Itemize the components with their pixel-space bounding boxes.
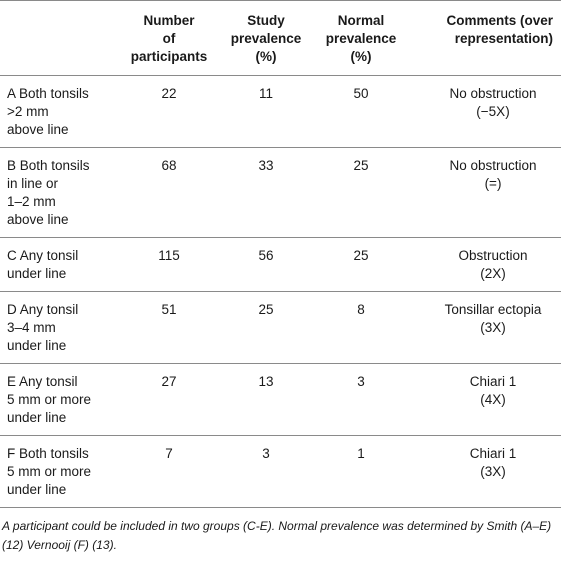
cell-comment: No obstruction (=) — [410, 148, 561, 238]
cell-comment: Chiari 1 (3X) — [410, 436, 561, 508]
comment-text: Tonsillar ectopia (3X) — [444, 302, 542, 335]
table-footnote: A participant could be included in two g… — [2, 519, 552, 552]
cell-study-prevalence: 56 — [258, 248, 274, 263]
table-row: C Any tonsil under line 115 56 25 Obstru… — [0, 238, 561, 292]
cell-group: C Any tonsil under line — [7, 248, 79, 281]
cell-study-prevalence: 3 — [262, 446, 270, 461]
cell-study-prevalence: 25 — [258, 302, 274, 317]
header-comments: Comments (over representation) — [446, 13, 553, 46]
cell-participants: 7 — [165, 446, 173, 461]
cell-comment: Chiari 1 (4X) — [410, 364, 561, 436]
cell-normal-prevalence: 25 — [353, 158, 369, 173]
comment-text: Chiari 1 (4X) — [469, 374, 517, 407]
cell-study-prevalence: 11 — [258, 86, 273, 101]
header-study-prevalence: Study prevalence (%) — [230, 13, 302, 64]
header-normal-prevalence: Normal prevalence (%) — [325, 13, 397, 64]
cell-comment: Obstruction (2X) — [410, 238, 561, 292]
cell-group: D Any tonsil 3–4 mm under line — [7, 302, 79, 353]
cell-comment: Tonsillar ectopia (3X) — [410, 292, 561, 364]
cell-study-prevalence: 13 — [258, 374, 274, 389]
table-row: E Any tonsil 5 mm or more under line 27 … — [0, 364, 561, 436]
cell-study-prevalence: 33 — [258, 158, 274, 173]
cell-participants: 68 — [161, 158, 177, 173]
cell-normal-prevalence: 8 — [357, 302, 365, 317]
header-participants: Number of participants — [130, 13, 208, 64]
cell-participants: 51 — [161, 302, 177, 317]
cell-participants: 22 — [161, 86, 177, 101]
cell-participants: 115 — [158, 248, 180, 263]
comment-text: No obstruction (−5X) — [449, 86, 537, 119]
table-row: B Both tonsils in line or 1–2 mm above l… — [0, 148, 561, 238]
comment-text: No obstruction (=) — [449, 158, 537, 191]
table-row: F Both tonsils 5 mm or more under line 7… — [0, 436, 561, 508]
comment-text: Chiari 1 (3X) — [469, 446, 517, 479]
cell-normal-prevalence: 1 — [357, 446, 365, 461]
cell-normal-prevalence: 3 — [357, 374, 365, 389]
cell-group: A Both tonsils >2 mm above line — [7, 86, 89, 137]
cell-group: E Any tonsil 5 mm or more under line — [7, 374, 92, 425]
cell-group: F Both tonsils 5 mm or more under line — [7, 446, 92, 497]
table-row: D Any tonsil 3–4 mm under line 51 25 8 T… — [0, 292, 561, 364]
cell-normal-prevalence: 50 — [353, 86, 369, 101]
header-group — [0, 1, 118, 76]
cell-group: B Both tonsils in line or 1–2 mm above l… — [7, 158, 90, 227]
prevalence-table: Number of participants Study prevalence … — [0, 0, 561, 508]
table-row: A Both tonsils >2 mm above line 22 11 50… — [0, 76, 561, 148]
cell-normal-prevalence: 25 — [353, 248, 369, 263]
table-header-row: Number of participants Study prevalence … — [0, 0, 561, 76]
comment-text: Obstruction (2X) — [458, 248, 528, 281]
cell-comment: No obstruction (−5X) — [410, 76, 561, 148]
cell-participants: 27 — [161, 374, 177, 389]
